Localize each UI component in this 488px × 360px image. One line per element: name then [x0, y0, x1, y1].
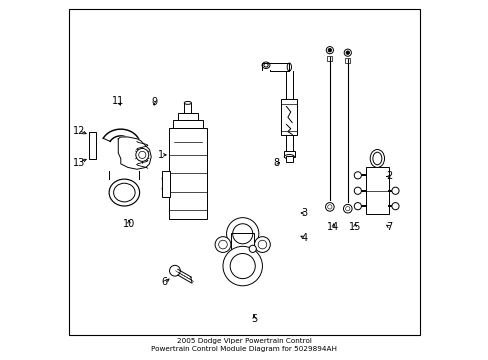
Text: 5: 5 — [250, 314, 257, 324]
Text: 13: 13 — [73, 158, 85, 168]
Circle shape — [249, 245, 256, 252]
Ellipse shape — [262, 62, 269, 68]
Circle shape — [344, 49, 351, 56]
Text: 4: 4 — [301, 233, 307, 243]
Text: 11: 11 — [112, 96, 124, 106]
Circle shape — [325, 46, 333, 54]
Text: 12: 12 — [73, 126, 85, 135]
Circle shape — [223, 246, 262, 286]
Bar — [184, 103, 191, 113]
Circle shape — [391, 187, 398, 194]
Ellipse shape — [284, 154, 294, 159]
Bar — [169, 128, 206, 220]
Text: 9: 9 — [151, 97, 157, 107]
Bar — [90, 147, 93, 150]
Bar — [365, 167, 388, 214]
Bar — [172, 120, 203, 128]
Circle shape — [343, 204, 351, 213]
Bar — [162, 171, 169, 197]
Polygon shape — [118, 137, 151, 169]
Circle shape — [325, 203, 333, 211]
Text: 7: 7 — [386, 222, 392, 232]
Bar — [326, 55, 332, 61]
Text: 2005 Dodge Viper Powertrain Control
Powertrain Control Module Diagram for 502989: 2005 Dodge Viper Powertrain Control Powe… — [151, 338, 337, 352]
Circle shape — [353, 172, 361, 179]
Bar — [178, 113, 198, 120]
Circle shape — [346, 51, 349, 54]
Ellipse shape — [369, 149, 384, 167]
Text: 6: 6 — [162, 277, 167, 287]
Text: 2: 2 — [386, 171, 392, 181]
Circle shape — [215, 237, 230, 252]
Ellipse shape — [286, 63, 291, 71]
Bar — [345, 58, 349, 63]
Bar — [285, 156, 292, 162]
Ellipse shape — [184, 102, 191, 104]
Text: 14: 14 — [326, 222, 339, 232]
Circle shape — [391, 203, 398, 210]
Circle shape — [254, 237, 270, 252]
Ellipse shape — [109, 179, 139, 206]
Circle shape — [136, 148, 148, 161]
Circle shape — [169, 265, 180, 276]
Bar — [88, 132, 96, 159]
Circle shape — [353, 203, 361, 210]
Circle shape — [353, 187, 361, 194]
Text: 10: 10 — [122, 219, 135, 229]
Text: 3: 3 — [301, 208, 307, 218]
Text: 8: 8 — [272, 158, 279, 168]
Bar — [283, 151, 294, 157]
Circle shape — [226, 218, 258, 250]
Text: 1: 1 — [158, 150, 164, 160]
Bar — [281, 99, 297, 135]
Bar — [231, 233, 254, 252]
Text: 15: 15 — [348, 222, 361, 232]
Circle shape — [327, 48, 331, 52]
